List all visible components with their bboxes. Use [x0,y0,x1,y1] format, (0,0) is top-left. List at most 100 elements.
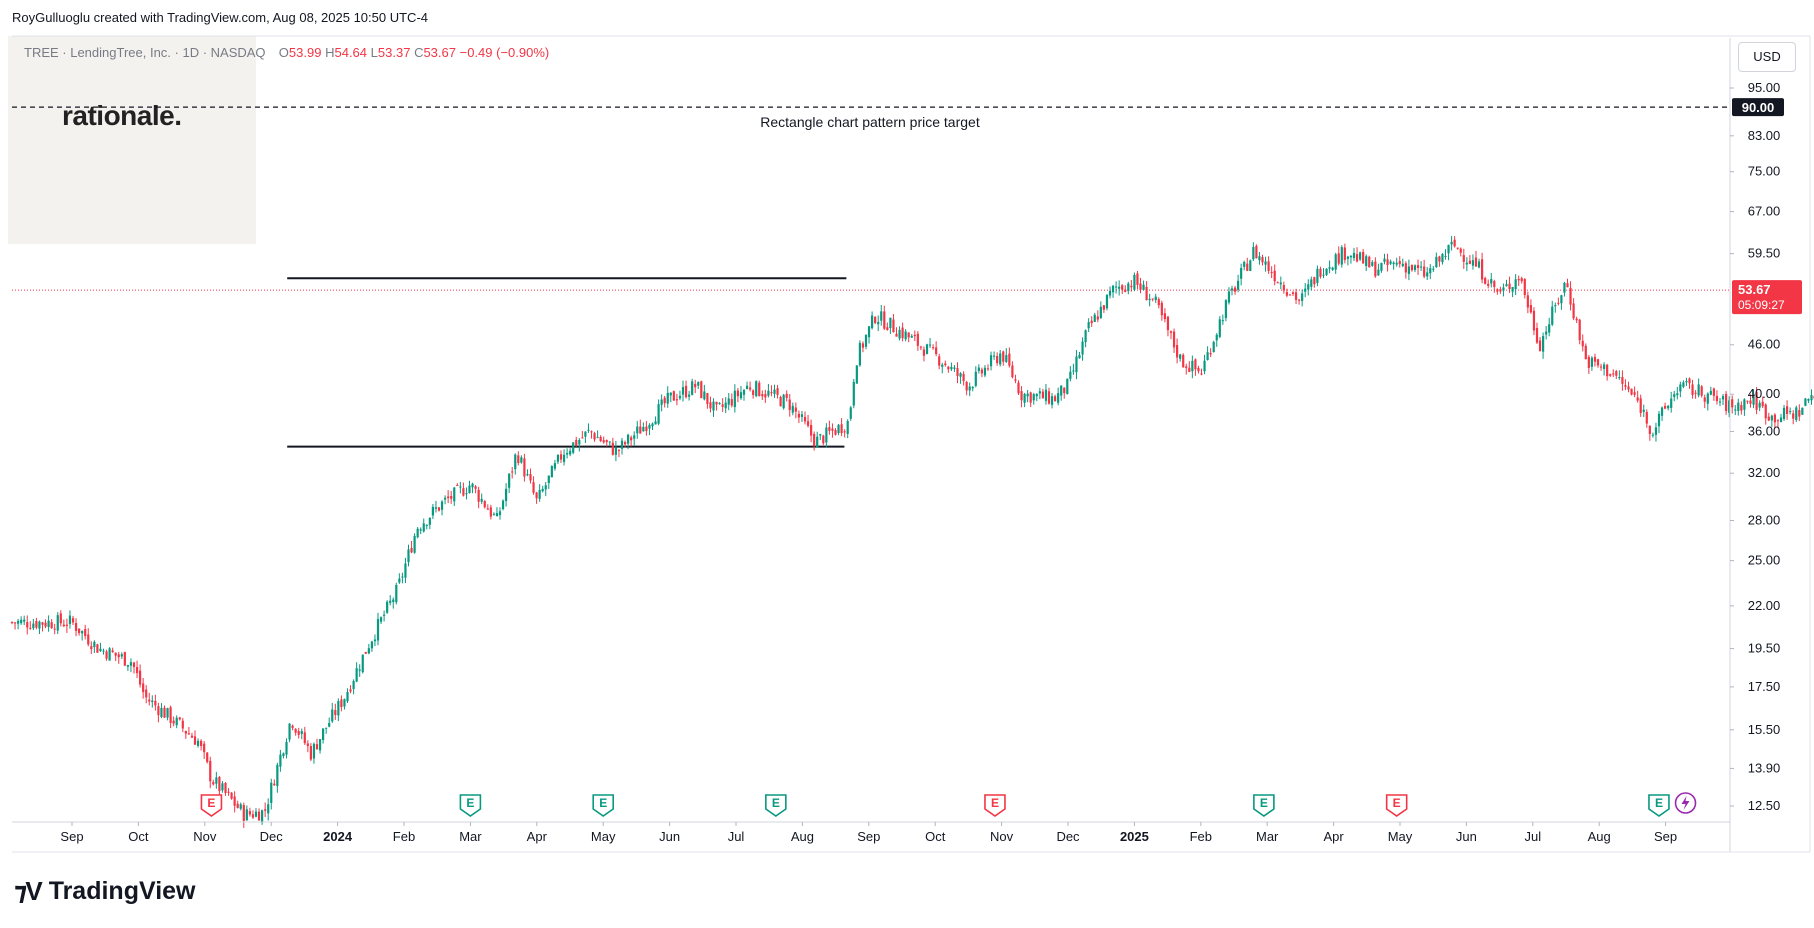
candle-body [1481,259,1484,280]
candle [1529,299,1532,314]
candle-body [1380,262,1383,271]
candle-body [1410,264,1414,271]
candle [1734,405,1737,416]
candle [1279,276,1282,290]
currency-selector[interactable]: USD [1738,42,1796,72]
candle-body [425,524,428,526]
candle [709,396,712,413]
candle [1688,377,1691,389]
candle [59,610,62,627]
candle [547,475,550,489]
x-tick-label: Aug [791,829,814,844]
candle-body [1041,391,1044,399]
candle-body [1224,300,1227,319]
candle [880,304,883,326]
candle-body [1319,268,1322,277]
candle-body [1355,254,1359,262]
candle [294,728,297,736]
candle-body [654,421,657,425]
candle [1285,288,1288,298]
candle-body [239,804,242,809]
candle-body [1740,405,1743,411]
candle-body [1718,401,1722,403]
candle [1273,264,1276,286]
candle-body [1151,298,1154,300]
candle-body [498,511,502,516]
candle-body [422,523,425,532]
candle-body [1752,393,1755,405]
earnings-marker-shape [592,794,614,817]
candle [1084,329,1087,348]
candle-body [47,620,50,628]
candle [986,364,990,371]
candle-body [730,399,733,406]
candle [1233,285,1237,295]
candle-body [26,622,29,628]
candle-body [901,327,904,339]
tradingview-logo[interactable]: ⁊V TradingView [14,876,196,907]
candle-body [871,315,874,329]
candle-body [200,740,203,747]
candle-body [410,547,413,553]
candle [151,695,154,708]
candle-body [1255,245,1258,259]
candle [669,392,672,403]
candle-body [538,489,541,499]
candle [941,362,944,374]
y-tick-label: 67.00 [1748,204,1781,219]
candle [1691,379,1694,399]
candle-body [1075,356,1078,373]
candle [1291,291,1295,296]
candle [282,752,285,759]
candle [303,726,306,745]
candle-body [910,335,913,338]
candle [1294,288,1298,304]
candle [120,652,123,660]
candle [1636,390,1639,403]
candle [550,465,553,478]
candle [1041,388,1044,399]
candle [651,422,654,431]
candle [1261,254,1264,266]
candle-body [1282,285,1285,291]
y-tick-label: 25.00 [1748,553,1781,568]
candle-body [224,783,227,794]
candle [1081,337,1084,361]
candle-body [166,708,169,718]
earnings-marker-icon: E [459,794,482,817]
x-tick-label: Mar [1256,829,1279,844]
y-tick-label: 83.00 [1748,128,1781,143]
candle [581,431,584,439]
candle-body [468,485,471,493]
candle [697,381,700,389]
bar-countdown-label: 05:09:27 [1738,298,1785,312]
candle [816,431,819,448]
candle [1111,284,1115,298]
candle [706,392,709,409]
candle-body [602,440,605,443]
candle [1609,373,1612,377]
candle [1145,281,1148,301]
candle [736,387,739,403]
candle-body [1243,261,1246,267]
candle [834,428,837,436]
candle-body [251,814,255,818]
candle [1017,380,1020,395]
candle [803,411,807,425]
candle-body [459,486,462,488]
candle [492,512,495,516]
candle-body [404,563,407,578]
candle-body [590,431,593,433]
candle [1487,279,1490,289]
candle [209,756,212,789]
candle [968,382,971,397]
candle-body [1514,279,1517,290]
candle [431,504,434,520]
candle-body [925,344,929,355]
candle [517,451,520,466]
candle-body [849,407,852,419]
candle [407,544,410,567]
symbol-title[interactable]: TREE · LendingTree, Inc. · 1D · NASDAQ [24,45,266,60]
candle-body [892,319,895,333]
